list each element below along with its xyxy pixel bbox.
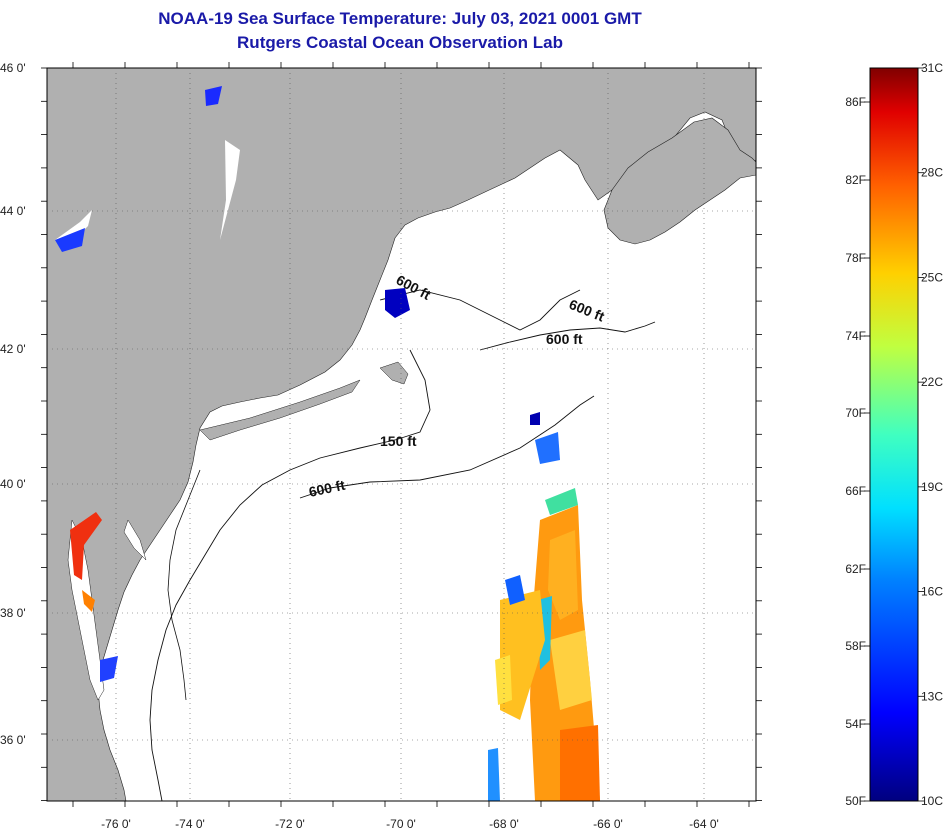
longitude-label: -70 0'	[386, 817, 416, 831]
colorbar-label-fahrenheit: 66F	[845, 484, 866, 498]
depth-label: 150 ft	[380, 433, 417, 449]
depth-contour-shelf	[167, 469, 201, 701]
colorbar-label-fahrenheit: 54F	[845, 717, 866, 731]
depth-label: 600 ft	[307, 477, 346, 500]
colorbar-label-fahrenheit: 58F	[845, 639, 866, 653]
longitude-label: -72 0'	[275, 817, 305, 831]
depth-contour-600ft-maine	[379, 289, 581, 331]
colorbar-label-celsius: 10C	[921, 794, 943, 808]
colorbar-label-celsius: 25C	[921, 270, 943, 284]
colorbar-label-fahrenheit: 62F	[845, 562, 866, 576]
longitude-label: -66 0'	[593, 817, 623, 831]
latitude-label: 44 0'	[0, 204, 26, 218]
delaware-bay	[123, 519, 147, 561]
depth-contour-600ft-gulf	[479, 321, 656, 351]
colorbar-label-fahrenheit: 86F	[845, 95, 866, 109]
latitude-labels: 46 0' 44 0' 42 0' 40 0' 38 0' 36 0'	[0, 61, 26, 747]
latitude-label: 36 0'	[0, 733, 26, 747]
colorbar-label-fahrenheit: 70F	[845, 406, 866, 420]
colorbar-label-fahrenheit: 74F	[845, 329, 866, 343]
longitude-label: -74 0'	[175, 817, 205, 831]
latitude-label: 40 0'	[0, 477, 26, 491]
latitude-label: 46 0'	[0, 61, 26, 75]
longitude-labels: -76 0' -74 0' -72 0' -70 0' -68 0' -66 0' -64 …	[101, 817, 719, 831]
colorbar-label-celsius: 13C	[921, 689, 943, 703]
colorbar-label-celsius: 28C	[921, 166, 943, 180]
colorbar-label-celsius: 22C	[921, 375, 943, 389]
latitude-label: 42 0'	[0, 342, 26, 356]
longitude-label: -76 0'	[101, 817, 131, 831]
land-nova-scotia	[603, 117, 756, 245]
depth-contour-150ft	[149, 349, 431, 801]
colorbar-label-celsius: 16C	[921, 585, 943, 599]
lake	[220, 140, 240, 240]
long-island	[199, 379, 361, 441]
colorbar-label-fahrenheit: 78F	[845, 251, 866, 265]
lake	[55, 210, 92, 244]
latitude-label: 38 0'	[0, 606, 26, 620]
colorbar-label-celsius: 19C	[921, 480, 943, 494]
map-title: NOAA-19 Sea Surface Temperature: July 03…	[158, 9, 642, 28]
longitude-label: -68 0'	[489, 817, 519, 831]
map-subtitle: Rutgers Coastal Ocean Observation Lab	[237, 33, 563, 52]
colorbar-label-fahrenheit: 82F	[845, 173, 866, 187]
colorbar-label-celsius: 31C	[921, 61, 943, 75]
graticule	[47, 68, 756, 801]
colorbar-label-fahrenheit: 50F	[845, 794, 866, 808]
depth-contour-600ft	[299, 395, 595, 499]
colorbar: 31C 28C 25C 22C 19C 16C 13C 10C 86F 82F 78F 74F 70F…	[845, 61, 943, 808]
axis-ticks	[41, 62, 762, 807]
sst-swath	[488, 488, 600, 801]
depth-label: 600 ft	[546, 331, 583, 347]
colorbar-gradient	[869, 67, 919, 802]
longitude-label: -64 0'	[689, 817, 719, 831]
sst-coastal	[55, 86, 560, 682]
